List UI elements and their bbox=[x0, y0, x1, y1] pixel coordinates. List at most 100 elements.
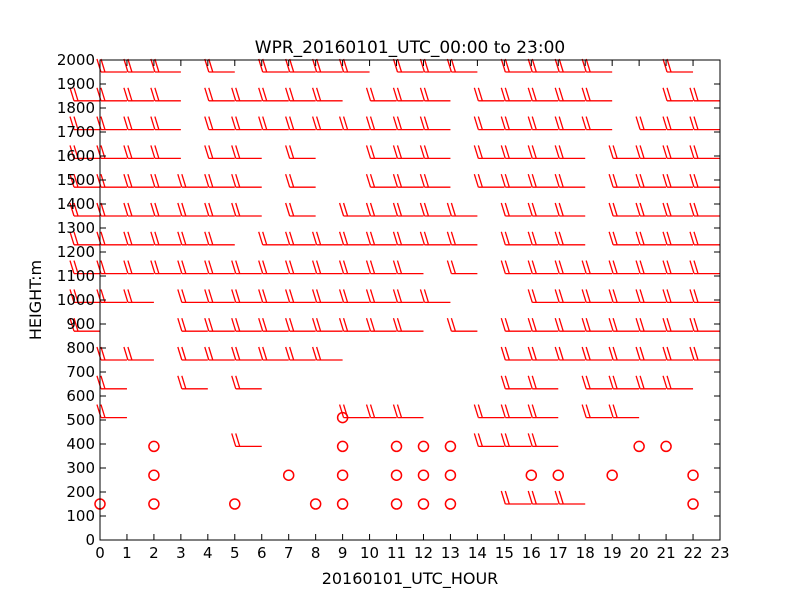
calm-marker bbox=[336, 498, 349, 510]
wind-barb bbox=[311, 318, 343, 332]
wind-barb bbox=[69, 145, 100, 160]
calm-marker bbox=[417, 469, 430, 481]
wind-barb bbox=[150, 231, 181, 246]
wind-barb bbox=[500, 231, 532, 246]
wind-barb bbox=[554, 202, 586, 217]
wind-barb bbox=[204, 346, 235, 361]
wind-barb bbox=[446, 58, 478, 73]
wind-barb bbox=[662, 202, 694, 217]
wind-barb bbox=[689, 116, 720, 131]
wind-barb bbox=[69, 174, 100, 188]
wind-barb bbox=[365, 260, 397, 275]
y-tick-label: 1700 bbox=[57, 123, 95, 141]
calm-marker bbox=[390, 498, 403, 510]
wind-barb bbox=[500, 318, 532, 332]
wind-barb bbox=[527, 260, 559, 275]
wind-barb bbox=[608, 375, 640, 390]
wind-barb bbox=[231, 346, 262, 361]
x-tick-label: 18 bbox=[576, 544, 595, 562]
wind-barb bbox=[365, 116, 397, 131]
wind-barb bbox=[662, 116, 694, 131]
wind-barb bbox=[285, 202, 316, 217]
wind-barb bbox=[96, 404, 127, 419]
wind-barb bbox=[581, 318, 613, 332]
wind-barb bbox=[204, 318, 235, 332]
wind-barb bbox=[581, 260, 613, 275]
wind-barb bbox=[365, 202, 397, 217]
wind-barb bbox=[500, 87, 532, 102]
calm-marker bbox=[660, 440, 672, 453]
wind-barb bbox=[123, 231, 154, 246]
x-tick-label: 1 bbox=[122, 544, 132, 562]
wind-barb bbox=[662, 174, 694, 188]
wind-barb bbox=[150, 116, 181, 131]
calm-marker bbox=[444, 440, 457, 453]
wind-barb bbox=[231, 202, 262, 217]
wind-barb bbox=[554, 58, 586, 73]
wind-barb bbox=[204, 58, 235, 73]
wind-barb bbox=[500, 490, 532, 505]
wind-barb bbox=[392, 202, 424, 217]
wind-barb bbox=[689, 260, 720, 275]
wind-barb bbox=[392, 260, 424, 275]
wind-barb bbox=[258, 231, 289, 246]
wind-barb bbox=[662, 87, 694, 102]
calm-marker bbox=[687, 469, 699, 481]
wind-barb bbox=[123, 58, 154, 73]
wind-barb bbox=[473, 433, 505, 448]
wind-barb bbox=[96, 231, 127, 246]
wind-barb bbox=[204, 145, 235, 160]
x-tick-label: 5 bbox=[230, 544, 240, 562]
wind-barb bbox=[419, 87, 451, 102]
wind-barb bbox=[689, 87, 720, 102]
x-tick-label: 20 bbox=[630, 544, 649, 562]
x-tick-label: 17 bbox=[549, 544, 568, 562]
y-tick-label: 1000 bbox=[57, 291, 95, 309]
x-tick-label: 23 bbox=[710, 544, 729, 562]
wind-barb bbox=[608, 346, 640, 361]
wind-barb bbox=[500, 116, 532, 131]
wind-barb bbox=[446, 260, 478, 275]
wind-barb bbox=[69, 202, 100, 217]
wind-barb bbox=[204, 202, 235, 217]
wind-barb bbox=[446, 231, 478, 246]
wind-barb bbox=[554, 87, 586, 102]
wind-barb bbox=[365, 404, 397, 419]
wind-barb bbox=[231, 116, 262, 131]
wind-barb bbox=[311, 346, 343, 361]
x-tick-label: 2 bbox=[149, 544, 159, 562]
calm-marker bbox=[309, 498, 322, 510]
y-tick-label: 200 bbox=[66, 483, 95, 501]
wind-barb bbox=[527, 289, 559, 304]
wind-barb bbox=[662, 289, 694, 304]
wind-barb bbox=[285, 231, 316, 246]
x-tick-label: 9 bbox=[338, 544, 348, 562]
wind-barb bbox=[96, 202, 127, 217]
wind-barb bbox=[365, 289, 397, 304]
x-tick-label: 19 bbox=[603, 544, 622, 562]
wind-barb bbox=[365, 174, 397, 188]
x-tick-label: 13 bbox=[441, 544, 460, 562]
wind-barb bbox=[285, 346, 316, 361]
wind-barb bbox=[123, 174, 154, 188]
wind-barb bbox=[473, 116, 505, 131]
x-tick-label: 6 bbox=[257, 544, 267, 562]
y-tick-label: 0 bbox=[85, 531, 95, 549]
wind-barb bbox=[689, 318, 720, 332]
y-tick-label: 1100 bbox=[57, 267, 95, 285]
wind-barb bbox=[554, 490, 586, 505]
calm-marker bbox=[606, 469, 618, 481]
wind-barb bbox=[662, 260, 694, 275]
chart-title: WPR_20160101_UTC_00:00 to 23:00 bbox=[255, 38, 565, 58]
wind-barb bbox=[419, 289, 451, 304]
wind-barb bbox=[527, 87, 559, 102]
wind-barb bbox=[177, 375, 208, 390]
calm-marker bbox=[148, 440, 160, 453]
wind-barb bbox=[177, 174, 208, 188]
barbs-layer bbox=[69, 58, 720, 505]
wind-barb bbox=[123, 289, 154, 304]
wind-barb bbox=[123, 346, 154, 361]
wind-barb bbox=[150, 174, 181, 188]
wind-barb bbox=[285, 289, 316, 304]
wind-barb bbox=[285, 116, 316, 131]
